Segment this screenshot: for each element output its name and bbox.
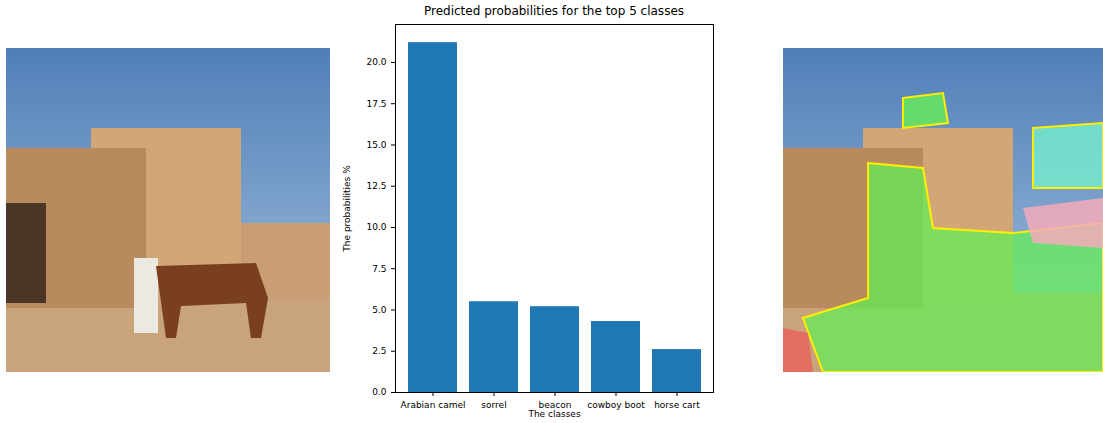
svg-text:10.0: 10.0: [366, 222, 386, 232]
svg-text:The probabilities %: The probabilities %: [342, 165, 352, 253]
svg-text:The classes: The classes: [527, 409, 580, 419]
svg-text:beacon: beacon: [538, 399, 572, 410]
svg-text:0.0: 0.0: [372, 387, 387, 397]
svg-text:20.0: 20.0: [366, 57, 386, 67]
svg-text:2.5: 2.5: [372, 346, 386, 356]
html-text:Predicted probabilities for th: Predicted probabilities for the top 5 cl…: [424, 4, 684, 18]
svg-text:5.0: 5.0: [372, 305, 387, 315]
svg-text:Arabian camel: Arabian camel: [401, 400, 466, 410]
svg-text:7.5: 7.5: [372, 264, 386, 274]
svg-text:horse cart: horse cart: [654, 400, 700, 410]
svg-text:15.0: 15.0: [366, 140, 386, 150]
svg-text:sorrel: sorrel: [481, 400, 506, 410]
svg-text:17.5: 17.5: [366, 99, 386, 109]
svg-text:cowboy boot: cowboy boot: [587, 400, 645, 410]
svg-text:12.5: 12.5: [366, 181, 386, 191]
